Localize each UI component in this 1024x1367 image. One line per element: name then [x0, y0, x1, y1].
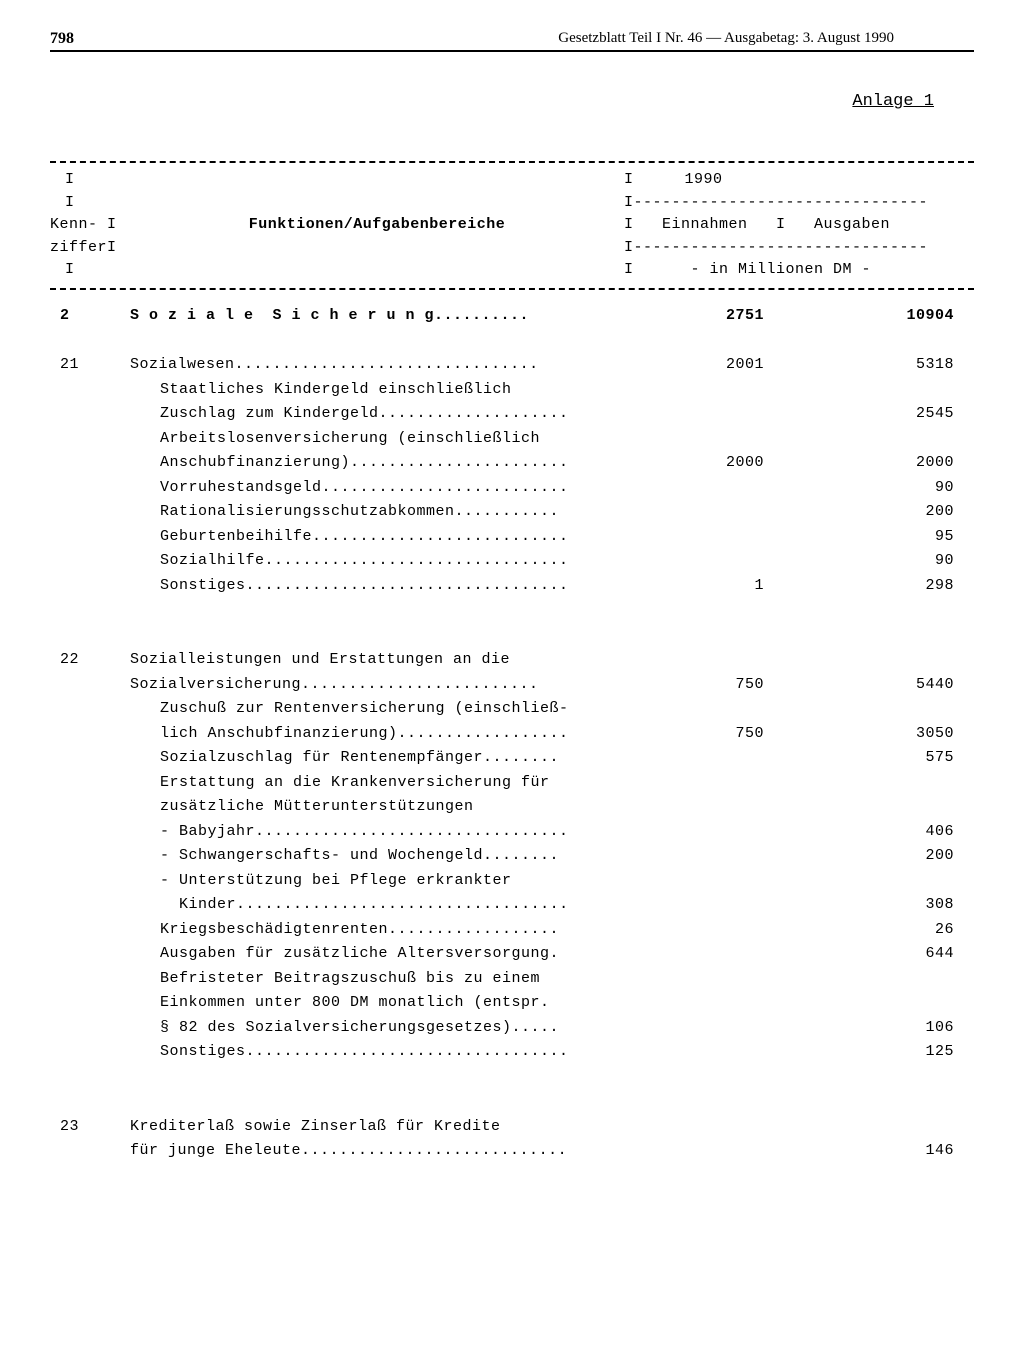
document-page: 798 Gesetzblatt Teil I Nr. 46 — Ausgabet…: [0, 0, 1024, 1367]
table-row: - Schwangerschafts- und Wochengeld......…: [50, 844, 974, 869]
divider: [50, 288, 974, 290]
table-row: Arbeitslosenversicherung (einschließlich: [50, 427, 974, 452]
table-row: Kriegsbeschädigtenrenten................…: [50, 918, 974, 943]
table-row: Anschubfinanzierung)....................…: [50, 451, 974, 476]
table-row: Sonstiges...............................…: [50, 1040, 974, 1065]
table-row: Zuschuß zur Rentenversicherung (einschli…: [50, 697, 974, 722]
table-row: Rationalisierungsschutzabkommen.........…: [50, 500, 974, 525]
section-2-row: 2 S o z i a l e S i c h e r u n g.......…: [50, 304, 974, 329]
table-row: Staatliches Kindergeld einschließlich: [50, 378, 974, 403]
table-row: für junge Eheleute......................…: [50, 1139, 974, 1164]
table-row: § 82 des Sozialversicherungsgesetzes)...…: [50, 1016, 974, 1041]
header-col-right: I1990 I------------------------------- I…: [624, 169, 974, 282]
table-row: Kinder..................................…: [50, 893, 974, 918]
section-22-title: 22Sozialleistungen und Erstattungen an d…: [50, 648, 974, 697]
table-row: Sozialversicherung......................…: [50, 673, 974, 698]
budget-table: I I Kenn- I zifferI I Funktionen/Aufgabe…: [50, 161, 974, 1164]
table-row: Erstattung an die Krankenversicherung fü…: [50, 771, 974, 796]
table-row: Vorruhestandsgeld.......................…: [50, 476, 974, 501]
table-row: Sozialhilfe.............................…: [50, 549, 974, 574]
table-header-row: I I Kenn- I zifferI I Funktionen/Aufgabe…: [50, 165, 974, 286]
table-row: Einkommen unter 800 DM monatlich (entspr…: [50, 991, 974, 1016]
table-row: lich Anschubfinanzierung)...............…: [50, 722, 974, 747]
section-22-rows: Zuschuß zur Rentenversicherung (einschli…: [50, 697, 974, 1065]
table-row: 22Sozialleistungen und Erstattungen an d…: [50, 648, 974, 673]
table-row: Sozialzuschlag für Rentenempfänger......…: [50, 746, 974, 771]
divider: [50, 161, 974, 163]
section-21-rows: Staatliches Kindergeld einschließlichZus…: [50, 378, 974, 599]
table-row: Ausgaben für zusätzliche Altersversorgun…: [50, 942, 974, 967]
table-row: zusätzliche Mütterunterstützungen: [50, 795, 974, 820]
table-row: - Unterstützung bei Pflege erkrankter: [50, 869, 974, 894]
section-21-title: 21 Sozialwesen..........................…: [50, 353, 974, 378]
anlage-label: Anlage 1: [50, 92, 934, 111]
table-row: Sonstiges...............................…: [50, 574, 974, 599]
table-row: - Babyjahr..............................…: [50, 820, 974, 845]
page-number: 798: [50, 30, 74, 48]
section-23-rows: 23Krediterlaß sowie Zinserlaß für Kredit…: [50, 1115, 974, 1164]
header-title: Gesetzblatt Teil I Nr. 46 — Ausgabetag: …: [558, 30, 894, 48]
header-col-funk: Funktionen/Aufgabenbereiche: [130, 169, 624, 282]
page-header: 798 Gesetzblatt Teil I Nr. 46 — Ausgabet…: [50, 30, 974, 52]
table-row: Zuschlag zum Kindergeld.................…: [50, 402, 974, 427]
header-col-kenn: I I Kenn- I zifferI I: [50, 169, 130, 282]
table-row: Geburtenbeihilfe........................…: [50, 525, 974, 550]
table-row: Befristeter Beitragszuschuß bis zu einem: [50, 967, 974, 992]
table-row: 23Krediterlaß sowie Zinserlaß für Kredit…: [50, 1115, 974, 1140]
